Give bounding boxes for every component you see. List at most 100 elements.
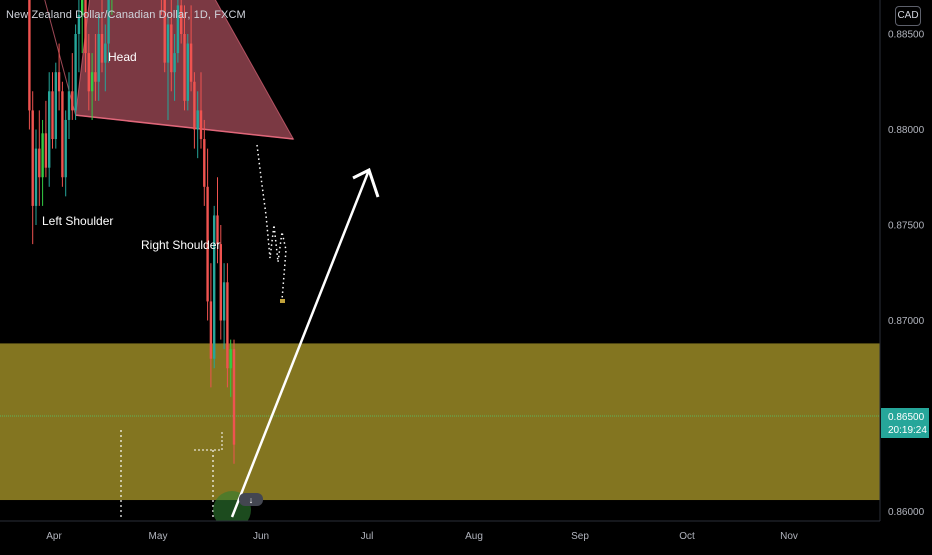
price-tick-label: 0.86000 xyxy=(888,507,925,518)
candle-body xyxy=(186,43,189,101)
candle-body xyxy=(77,14,81,34)
candle-body xyxy=(34,148,38,206)
candle xyxy=(28,0,31,130)
candle xyxy=(213,205,216,369)
candle xyxy=(186,34,189,111)
candle xyxy=(219,225,222,340)
candle-body xyxy=(203,139,206,187)
candle xyxy=(206,148,209,321)
candle-body xyxy=(199,110,203,140)
candle xyxy=(48,72,51,187)
symbol-title: New Zealand Dollar/Canadian Dollar, 1D, … xyxy=(6,9,246,21)
candle xyxy=(166,14,170,120)
candle-body xyxy=(222,282,226,321)
candle xyxy=(199,72,203,149)
candle xyxy=(74,24,77,120)
time-tick-label: Nov xyxy=(780,531,798,542)
candle xyxy=(54,62,57,149)
candle-body xyxy=(67,91,71,120)
candle xyxy=(84,0,87,73)
event-badge-icon[interactable]: ↓ xyxy=(249,495,254,505)
candle xyxy=(180,0,183,44)
price-tick-label: 0.87500 xyxy=(888,221,925,232)
candle xyxy=(77,0,81,73)
candle-body xyxy=(90,72,94,92)
candle xyxy=(176,0,180,63)
candle xyxy=(104,24,107,92)
candle xyxy=(64,110,67,197)
candle xyxy=(222,263,226,350)
candle xyxy=(183,5,186,111)
candle-body xyxy=(213,215,216,359)
candle-body xyxy=(100,34,104,63)
projection-endpoint xyxy=(280,299,285,303)
candle xyxy=(44,100,48,178)
time-tick-label: Aug xyxy=(465,531,483,542)
candle-body xyxy=(180,5,183,34)
candle xyxy=(160,0,162,15)
candle xyxy=(81,0,84,54)
price-tick-label: 0.87000 xyxy=(888,316,925,327)
candle-body xyxy=(226,282,229,369)
time-tick-label: Sep xyxy=(571,531,589,542)
projection-arrowhead xyxy=(352,167,380,198)
candle xyxy=(209,263,213,388)
bar-countdown: 20:19:24 xyxy=(888,425,927,436)
candle-body xyxy=(173,53,176,73)
neckline xyxy=(75,114,294,140)
candle-body xyxy=(87,53,90,92)
time-tick-label: May xyxy=(149,531,168,542)
candle-body xyxy=(104,43,107,63)
label-right-shoulder: Right Shoulder xyxy=(141,238,220,252)
candle-body xyxy=(183,34,186,101)
candle-body xyxy=(74,34,77,111)
candle xyxy=(94,34,97,101)
candle-body xyxy=(94,72,97,82)
candle xyxy=(196,91,199,159)
candle-body xyxy=(71,91,74,111)
current-price-tag xyxy=(881,408,929,438)
candle xyxy=(193,72,196,149)
candle-body xyxy=(38,148,41,178)
candle xyxy=(90,53,94,120)
candle-body xyxy=(51,91,54,140)
candle-body xyxy=(163,0,166,63)
candle xyxy=(189,5,193,92)
candle-body xyxy=(28,0,31,111)
candle xyxy=(57,43,61,111)
label-head: Head xyxy=(108,50,137,64)
time-tick-label: Apr xyxy=(46,531,62,542)
candle-body xyxy=(209,301,213,359)
support-zone xyxy=(0,343,880,501)
candle-body xyxy=(81,0,84,15)
candle-body xyxy=(107,0,110,44)
candle xyxy=(61,81,64,187)
label-left-shoulder: Left Shoulder xyxy=(42,214,113,228)
projected-path xyxy=(256,144,287,301)
candle xyxy=(67,72,71,140)
candle-body xyxy=(170,24,173,73)
candle xyxy=(229,339,232,397)
candle-body xyxy=(229,349,232,369)
candle-body xyxy=(166,24,170,63)
candle-body xyxy=(196,110,199,130)
candle xyxy=(111,0,113,15)
candle xyxy=(107,0,110,63)
range-marker xyxy=(194,430,223,451)
candle-body xyxy=(216,215,219,245)
candle-body xyxy=(97,34,100,82)
candle xyxy=(71,53,74,120)
candle xyxy=(38,110,41,206)
candle xyxy=(97,14,100,101)
current-price-value: 0.86500 xyxy=(888,412,925,423)
candle-body xyxy=(206,186,209,302)
candle xyxy=(34,129,38,225)
candle-body xyxy=(44,133,48,168)
candle xyxy=(100,0,104,73)
candle xyxy=(173,34,176,101)
candle-body xyxy=(84,0,87,54)
event-badge[interactable] xyxy=(239,493,263,506)
currency-badge[interactable]: CAD xyxy=(895,6,921,26)
